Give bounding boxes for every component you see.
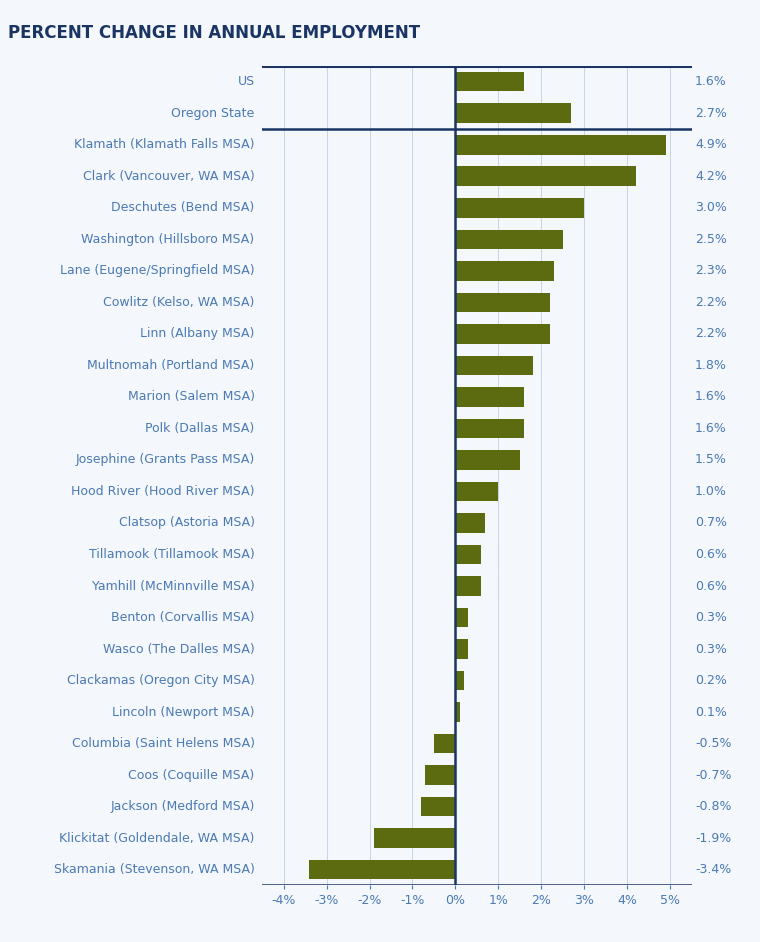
Text: -0.7%: -0.7% [695, 769, 732, 782]
Bar [455, 481, 499, 501]
Text: 1.6%: 1.6% [695, 422, 727, 435]
Text: Klickitat (Goldendale, WA MSA): Klickitat (Goldendale, WA MSA) [59, 832, 255, 845]
Text: Yamhill (McMinnville MSA): Yamhill (McMinnville MSA) [92, 579, 255, 593]
Text: US: US [237, 75, 255, 89]
Text: Washington (Hillsboro MSA): Washington (Hillsboro MSA) [81, 233, 255, 246]
Bar [455, 356, 533, 375]
Text: 4.2%: 4.2% [695, 170, 727, 183]
Text: 4.9%: 4.9% [695, 138, 727, 152]
Text: Marion (Salem MSA): Marion (Salem MSA) [128, 390, 255, 403]
Text: Tillamook (Tillamook MSA): Tillamook (Tillamook MSA) [89, 548, 255, 561]
Text: -3.4%: -3.4% [695, 863, 731, 876]
Text: Linn (Albany MSA): Linn (Albany MSA) [141, 328, 255, 340]
Text: Josephine (Grants Pass MSA): Josephine (Grants Pass MSA) [75, 453, 255, 466]
Text: Hood River (Hood River MSA): Hood River (Hood River MSA) [71, 485, 255, 498]
Bar [309, 860, 455, 880]
Text: Clatsop (Astoria MSA): Clatsop (Astoria MSA) [119, 516, 255, 529]
Bar [455, 450, 520, 470]
Text: 1.6%: 1.6% [695, 390, 727, 403]
Text: Deschutes (Bend MSA): Deschutes (Bend MSA) [112, 202, 255, 214]
Text: Klamath (Klamath Falls MSA): Klamath (Klamath Falls MSA) [74, 138, 255, 152]
Text: Clark (Vancouver, WA MSA): Clark (Vancouver, WA MSA) [83, 170, 255, 183]
Bar [455, 577, 481, 595]
Bar [455, 230, 562, 249]
Bar [434, 734, 455, 754]
Bar [455, 198, 584, 218]
Text: Cowlitz (Kelso, WA MSA): Cowlitz (Kelso, WA MSA) [103, 296, 255, 309]
Text: Skamania (Stevenson, WA MSA): Skamania (Stevenson, WA MSA) [54, 863, 255, 876]
Text: Columbia (Saint Helens MSA): Columbia (Saint Helens MSA) [71, 738, 255, 750]
Bar [455, 640, 468, 658]
Text: Oregon State: Oregon State [171, 106, 255, 120]
Text: Clackamas (Oregon City MSA): Clackamas (Oregon City MSA) [67, 674, 255, 687]
Text: 2.5%: 2.5% [695, 233, 727, 246]
Text: 2.2%: 2.2% [695, 296, 727, 309]
Bar [421, 797, 455, 817]
Text: PERCENT CHANGE IN ANNUAL EMPLOYMENT: PERCENT CHANGE IN ANNUAL EMPLOYMENT [8, 24, 420, 42]
Text: Coos (Coquille MSA): Coos (Coquille MSA) [128, 769, 255, 782]
Text: Jackson (Medford MSA): Jackson (Medford MSA) [110, 800, 255, 813]
Bar [426, 766, 455, 785]
Bar [455, 167, 636, 186]
Text: 0.6%: 0.6% [695, 579, 727, 593]
Bar [374, 828, 455, 848]
Bar [455, 324, 550, 344]
Text: 1.8%: 1.8% [695, 359, 727, 372]
Text: 0.7%: 0.7% [695, 516, 727, 529]
Text: Benton (Corvallis MSA): Benton (Corvallis MSA) [111, 611, 255, 624]
Bar [455, 261, 554, 281]
Bar [455, 418, 524, 438]
Text: -1.9%: -1.9% [695, 832, 731, 845]
Text: 0.2%: 0.2% [695, 674, 727, 687]
Bar [455, 387, 524, 407]
Text: Wasco (The Dalles MSA): Wasco (The Dalles MSA) [103, 642, 255, 656]
Text: -0.8%: -0.8% [695, 800, 732, 813]
Bar [455, 104, 572, 123]
Text: 0.1%: 0.1% [695, 706, 727, 719]
Text: 1.0%: 1.0% [695, 485, 727, 498]
Bar [455, 671, 464, 690]
Text: 3.0%: 3.0% [695, 202, 727, 214]
Text: Multnomah (Portland MSA): Multnomah (Portland MSA) [87, 359, 255, 372]
Text: 0.3%: 0.3% [695, 642, 727, 656]
Bar [455, 703, 460, 722]
Bar [455, 513, 486, 533]
Text: 0.6%: 0.6% [695, 548, 727, 561]
Text: -0.5%: -0.5% [695, 738, 732, 750]
Text: 2.2%: 2.2% [695, 328, 727, 340]
Text: 1.5%: 1.5% [695, 453, 727, 466]
Bar [455, 135, 666, 154]
Text: 2.3%: 2.3% [695, 265, 727, 277]
Text: Polk (Dallas MSA): Polk (Dallas MSA) [145, 422, 255, 435]
Bar [455, 608, 468, 627]
Text: 1.6%: 1.6% [695, 75, 727, 89]
Bar [455, 293, 550, 312]
Text: 0.3%: 0.3% [695, 611, 727, 624]
Text: 2.7%: 2.7% [695, 106, 727, 120]
Text: Lane (Eugene/Springfield MSA): Lane (Eugene/Springfield MSA) [60, 265, 255, 277]
Bar [455, 544, 481, 564]
Bar [455, 72, 524, 91]
Text: Lincoln (Newport MSA): Lincoln (Newport MSA) [112, 706, 255, 719]
